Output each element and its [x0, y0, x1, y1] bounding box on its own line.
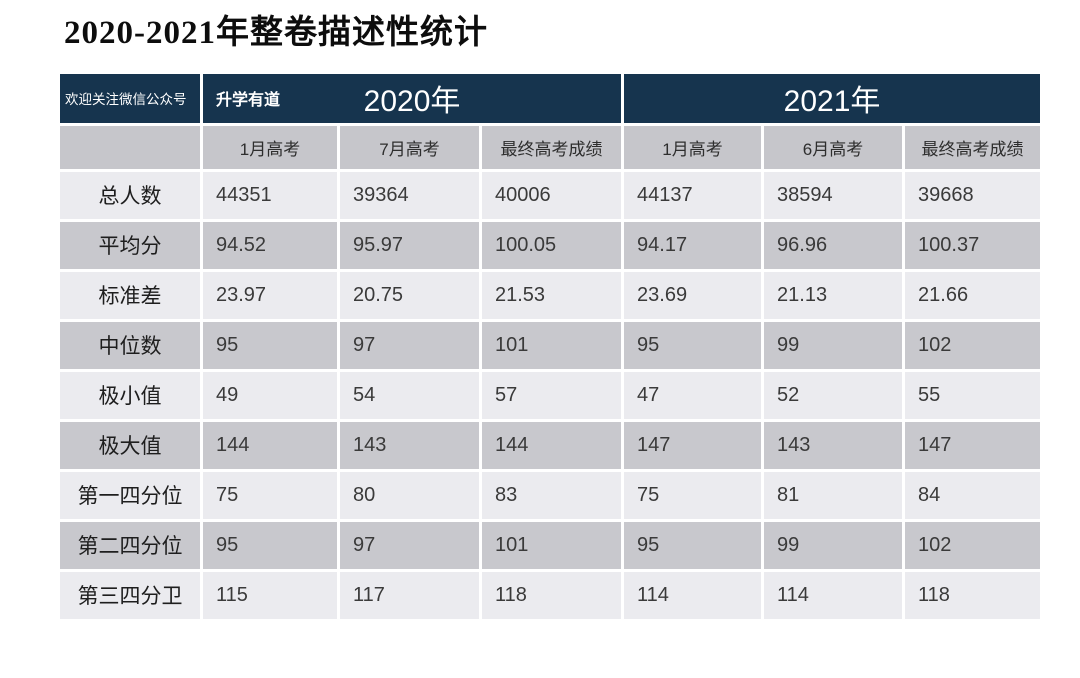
row-label: 第二四分位	[57, 518, 203, 572]
cell: 102	[902, 518, 1044, 572]
table-row: 极小值 49 54 57 47 52 55	[57, 368, 1044, 422]
cell: 95	[621, 518, 765, 572]
row-label: 极小值	[57, 368, 203, 422]
cell: 144	[478, 418, 625, 472]
cell: 75	[200, 468, 340, 522]
cell: 83	[478, 468, 625, 522]
year-label-2020: 2020年	[363, 85, 461, 119]
row-label: 第一四分位	[57, 468, 203, 522]
col-header-2021-jun: 6月高考	[761, 122, 906, 172]
cell: 54	[337, 368, 482, 422]
cell: 40006	[478, 168, 625, 222]
cell: 84	[902, 468, 1044, 522]
cell: 23.97	[200, 268, 340, 322]
cell: 94.52	[200, 218, 340, 272]
col-header-2021-final: 最终高考成绩	[902, 122, 1044, 172]
cell: 144	[200, 418, 340, 472]
cell: 101	[478, 518, 625, 572]
cell: 95	[621, 318, 765, 372]
cell: 57	[478, 368, 625, 422]
cell: 94.17	[621, 218, 765, 272]
cell: 23.69	[621, 268, 765, 322]
col-header-2021-jan: 1月高考	[621, 122, 765, 172]
table-row: 平均分 94.52 95.97 100.05 94.17 96.96 100.3…	[57, 218, 1044, 272]
cell: 114	[761, 568, 906, 622]
cell: 95.97	[337, 218, 482, 272]
year-header-row: 欢迎关注微信公众号 升学有道 2020年 2021年	[57, 70, 1044, 126]
col-header-2020-final: 最终高考成绩	[478, 122, 625, 172]
cell: 95	[200, 518, 340, 572]
table-row: 中位数 95 97 101 95 99 102	[57, 318, 1044, 372]
cell: 101	[478, 318, 625, 372]
cell: 80	[337, 468, 482, 522]
year-label-2021: 2021年	[783, 85, 881, 119]
cell: 95	[200, 318, 340, 372]
cell: 118	[902, 568, 1044, 622]
cell: 20.75	[337, 268, 482, 322]
page-title: 2020-2021年整卷描述性统计	[64, 15, 488, 51]
brand-name: 升学有道	[216, 92, 281, 110]
row-label: 中位数	[57, 318, 203, 372]
cell: 114	[621, 568, 765, 622]
year-header-2020: 升学有道 2020年	[199, 70, 625, 126]
watermark-note: 欢迎关注微信公众号	[57, 70, 203, 126]
cell: 147	[902, 418, 1044, 472]
stats-table: 欢迎关注微信公众号 升学有道 2020年 2021年 1月高考 7月高考 最终高…	[57, 70, 1044, 622]
cell: 143	[337, 418, 482, 472]
table-row: 第三四分卫 115 117 118 114 114 118	[57, 568, 1044, 622]
cell: 118	[478, 568, 625, 622]
col-header-2020-jan: 1月高考	[200, 122, 340, 172]
cell: 44137	[621, 168, 765, 222]
cell: 21.66	[902, 268, 1044, 322]
table-row: 第一四分位 75 80 83 75 81 84	[57, 468, 1044, 522]
cell: 143	[761, 418, 906, 472]
cell: 147	[621, 418, 765, 472]
row-label: 标准差	[57, 268, 203, 322]
cell: 97	[337, 318, 482, 372]
table-row: 极大值 144 143 144 147 143 147	[57, 418, 1044, 472]
cell: 81	[761, 468, 906, 522]
cell: 96.96	[761, 218, 906, 272]
cell: 97	[337, 518, 482, 572]
row-label: 极大值	[57, 418, 203, 472]
cell: 39364	[337, 168, 482, 222]
cell: 38594	[761, 168, 906, 222]
cell: 39668	[902, 168, 1044, 222]
cell: 115	[200, 568, 340, 622]
table-row: 总人数 44351 39364 40006 44137 38594 39668	[57, 168, 1044, 222]
cell: 102	[902, 318, 1044, 372]
cell: 75	[621, 468, 765, 522]
cell: 49	[200, 368, 340, 422]
row-label: 第三四分卫	[57, 568, 203, 622]
column-header-row: 1月高考 7月高考 最终高考成绩 1月高考 6月高考 最终高考成绩	[57, 122, 1044, 172]
cell: 21.53	[478, 268, 625, 322]
table-row: 第二四分位 95 97 101 95 99 102	[57, 518, 1044, 572]
row-label: 总人数	[57, 168, 203, 222]
year-header-2021: 2021年	[621, 70, 1044, 126]
table-row: 标准差 23.97 20.75 21.53 23.69 21.13 21.66	[57, 268, 1044, 322]
cell: 55	[902, 368, 1044, 422]
cell: 99	[761, 318, 906, 372]
cell: 100.05	[478, 218, 625, 272]
cell: 117	[337, 568, 482, 622]
cell: 47	[621, 368, 765, 422]
cell: 99	[761, 518, 906, 572]
row-label: 平均分	[57, 218, 203, 272]
cell: 21.13	[761, 268, 906, 322]
col-header-2020-jul: 7月高考	[337, 122, 482, 172]
cell: 100.37	[902, 218, 1044, 272]
cell: 44351	[200, 168, 340, 222]
cell: 52	[761, 368, 906, 422]
blank-corner-cell	[57, 122, 203, 172]
